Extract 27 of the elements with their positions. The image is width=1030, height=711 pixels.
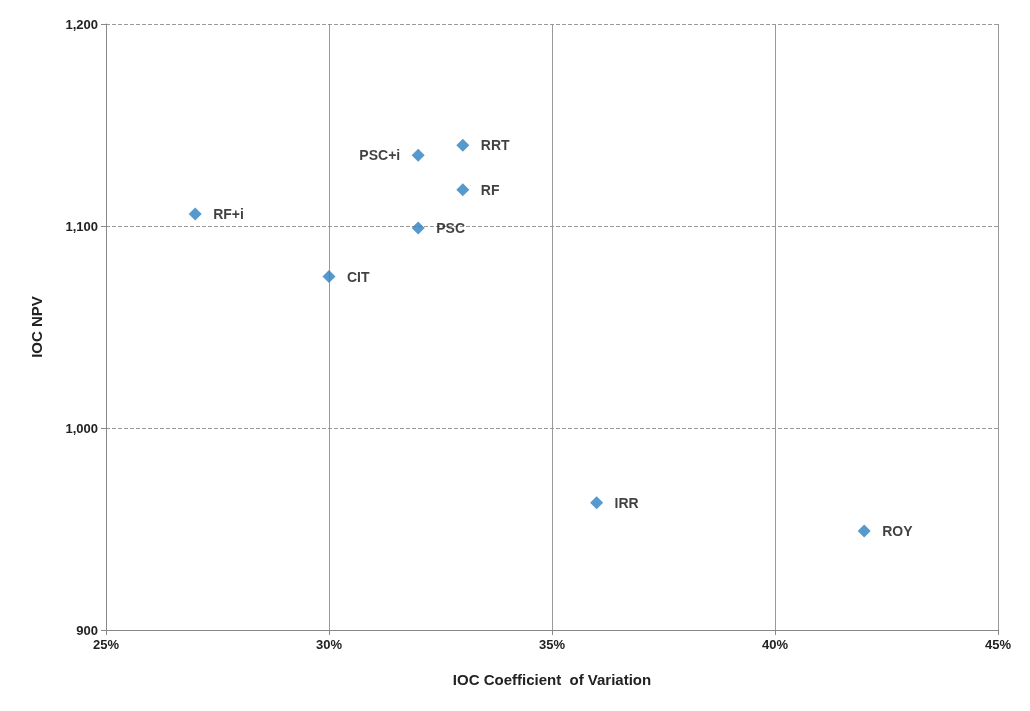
annotation: RF+i [213, 205, 244, 222]
point [188, 207, 202, 221]
point [590, 496, 604, 510]
point [411, 148, 425, 162]
x-tick-label: 40% [761, 637, 789, 652]
y-tick-label: 1,100 [65, 218, 98, 234]
annotation: IRR [614, 494, 639, 511]
annotation: RRT [480, 137, 511, 154]
y-tick-label: 900 [76, 622, 98, 638]
annotation: CIT [347, 268, 370, 285]
x-tick-label: 25% [92, 637, 120, 652]
x-axis-title: IOC Coefficient of Variation [452, 671, 652, 688]
annotation: ROY [882, 523, 914, 540]
point [456, 138, 470, 152]
point [322, 270, 336, 283]
y-axis-title: IOC NPV [28, 296, 45, 358]
annotation: PSC+i [359, 147, 401, 164]
annotation: PSC [436, 220, 465, 237]
x-tick-label: 35% [538, 637, 566, 652]
y-tick-label: 1,000 [65, 420, 98, 436]
x-tick-label: 45% [984, 637, 1012, 652]
point [456, 183, 470, 197]
annotation: RF [480, 181, 500, 198]
y-tick-label: 1,200 [65, 16, 98, 32]
point [857, 524, 871, 538]
x-tick-label: 30% [315, 637, 343, 652]
point [411, 221, 425, 235]
